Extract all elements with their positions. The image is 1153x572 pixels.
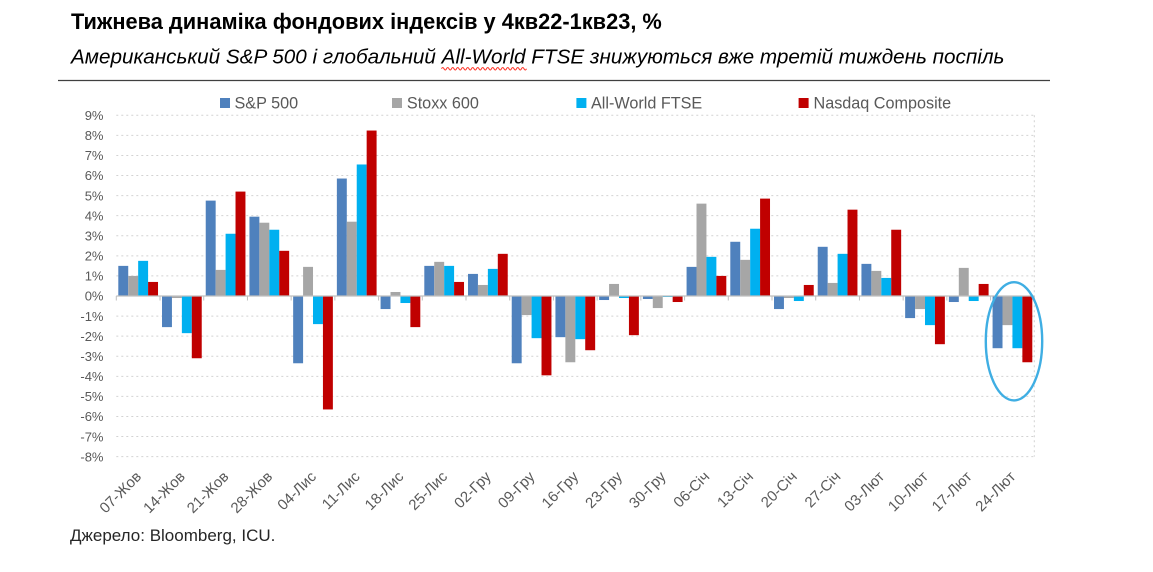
- svg-text:-3%: -3%: [80, 349, 104, 364]
- svg-text:-4%: -4%: [80, 369, 104, 384]
- svg-text:Тижнева динаміка фондових інде: Тижнева динаміка фондових індексів у 4кв…: [71, 9, 662, 34]
- svg-text:4%: 4%: [85, 208, 104, 223]
- svg-text:9%: 9%: [85, 108, 104, 123]
- svg-text:0%: 0%: [85, 289, 104, 304]
- svg-text:8%: 8%: [85, 128, 104, 143]
- svg-text:-5%: -5%: [80, 389, 104, 404]
- svg-text:All-World FTSE: All-World FTSE: [591, 95, 702, 113]
- svg-text:7%: 7%: [85, 148, 104, 163]
- svg-text:-6%: -6%: [80, 409, 104, 424]
- svg-text:2%: 2%: [85, 249, 104, 264]
- svg-text:Stoxx 600: Stoxx 600: [407, 95, 479, 113]
- svg-text:S&P 500: S&P 500: [235, 95, 299, 113]
- svg-text:Американський S&P 500 і глобал: Американський S&P 500 і глобальний All-W…: [69, 46, 1004, 69]
- svg-text:6%: 6%: [85, 168, 104, 183]
- svg-text:Nasdaq Composite: Nasdaq Composite: [814, 95, 952, 113]
- svg-text:-8%: -8%: [80, 449, 104, 464]
- svg-text:-1%: -1%: [80, 309, 104, 324]
- svg-text:-2%: -2%: [80, 329, 104, 344]
- svg-text:-7%: -7%: [80, 429, 104, 444]
- svg-text:3%: 3%: [85, 228, 104, 243]
- svg-text:5%: 5%: [85, 188, 104, 203]
- svg-text:Джерело: Bloomberg, ICU.: Джерело: Bloomberg, ICU.: [70, 526, 275, 545]
- svg-text:1%: 1%: [85, 269, 104, 284]
